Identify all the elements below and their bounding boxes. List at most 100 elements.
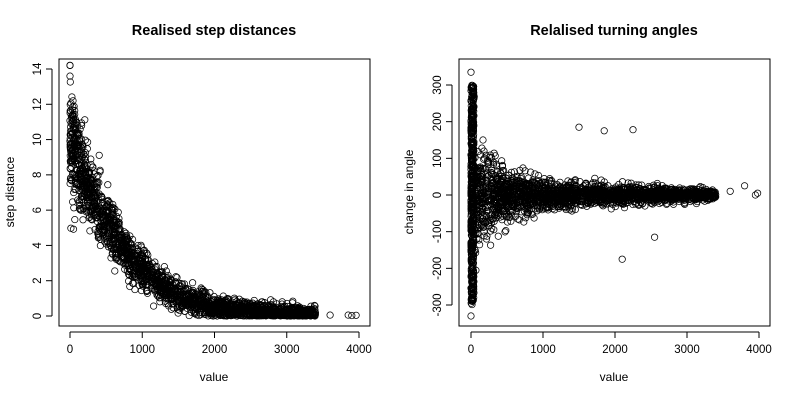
data-point (348, 312, 356, 320)
data-point (577, 201, 585, 209)
data-point (645, 189, 653, 197)
data-point (260, 302, 268, 310)
data-point (478, 200, 486, 208)
data-point (181, 284, 189, 292)
data-point (503, 218, 512, 226)
x-tick-label: 1000 (129, 344, 155, 356)
data-point (249, 311, 257, 319)
data-point (467, 273, 475, 281)
data-point (494, 232, 502, 240)
data-point (150, 275, 158, 283)
data-point (624, 179, 632, 187)
data-point (627, 179, 635, 187)
data-point (244, 303, 252, 311)
data-point (469, 97, 477, 105)
data-point (566, 206, 574, 214)
data-point (487, 175, 495, 183)
data-point (182, 296, 191, 304)
data-point (624, 198, 632, 206)
data-point (486, 153, 494, 161)
data-point (511, 195, 519, 203)
data-point (584, 199, 592, 207)
data-point (467, 124, 475, 132)
data-point (85, 170, 93, 178)
data-point (86, 227, 94, 235)
data-point (522, 191, 530, 200)
data-point (480, 232, 488, 240)
data-point (469, 161, 477, 169)
data-point (582, 195, 590, 203)
data-point (603, 197, 612, 205)
data-point (498, 157, 506, 165)
data-point (148, 267, 156, 275)
data-point (650, 181, 658, 189)
data-point (137, 272, 145, 280)
data-point (246, 312, 254, 320)
data-point (594, 181, 602, 189)
data-point (287, 310, 295, 318)
data-point (592, 193, 600, 201)
data-point (701, 189, 709, 197)
data-point (95, 224, 103, 232)
data-point (251, 305, 259, 314)
data-point (205, 308, 213, 316)
data-point (490, 226, 498, 234)
data-point (581, 187, 589, 196)
data-point (96, 168, 104, 176)
data-point (534, 203, 542, 211)
data-point (112, 245, 120, 253)
data-point (662, 200, 671, 208)
data-point (526, 191, 534, 199)
data-point (485, 160, 493, 168)
data-point (515, 196, 523, 204)
data-point (488, 192, 496, 200)
data-point (490, 158, 498, 167)
data-point (237, 310, 245, 318)
data-point (69, 152, 77, 160)
y-tick-label: 14 (32, 62, 44, 75)
data-point (567, 178, 575, 187)
data-point (467, 212, 475, 220)
data-point (68, 111, 76, 119)
data-point (490, 199, 498, 207)
data-point (189, 279, 197, 287)
data-point (111, 267, 119, 275)
data-point (74, 171, 83, 179)
y-tick-label: 2 (32, 278, 44, 284)
data-point (494, 193, 502, 201)
data-point (195, 304, 203, 312)
data-point (468, 156, 476, 164)
data-point (701, 197, 709, 205)
data-point (502, 227, 510, 235)
x-tick-label: 1000 (530, 344, 556, 356)
data-point (527, 183, 535, 191)
data-point (81, 136, 89, 144)
data-point (109, 240, 117, 248)
data-point (673, 196, 681, 204)
data-point (66, 78, 74, 86)
data-point (751, 191, 759, 199)
data-point (467, 223, 475, 231)
data-point (68, 157, 76, 165)
data-point (237, 305, 245, 313)
data-point (635, 189, 643, 197)
data-point (76, 162, 84, 170)
data-point (522, 205, 530, 213)
data-point (121, 265, 129, 273)
data-point (480, 155, 488, 163)
data-point (307, 307, 315, 315)
data-point (512, 212, 520, 220)
data-point (604, 192, 612, 200)
data-point (203, 292, 211, 300)
data-point (511, 184, 519, 192)
data-point (468, 264, 477, 272)
data-point (515, 177, 523, 185)
data-point (515, 203, 523, 212)
data-point (217, 311, 225, 319)
data-point (134, 247, 142, 255)
data-point (562, 186, 570, 194)
data-point (467, 285, 475, 293)
data-point (112, 251, 120, 259)
data-point (571, 179, 579, 187)
data-point (201, 300, 209, 309)
